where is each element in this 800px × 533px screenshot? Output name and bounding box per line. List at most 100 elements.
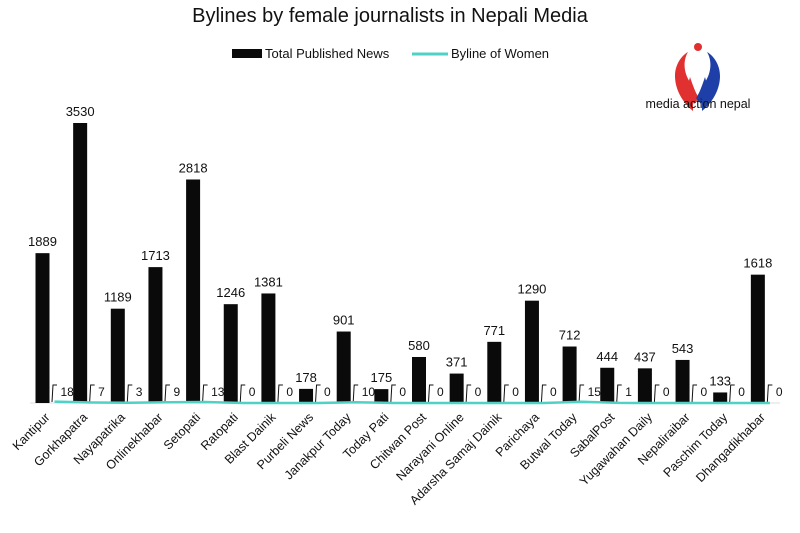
total-label-paschim-today: 133 — [709, 373, 731, 388]
bar-onlinekhabar — [148, 267, 163, 403]
category-label-dhangadikhabar: Dhangadikhabar — [693, 410, 768, 485]
bar-butwal-today — [562, 346, 577, 403]
category-label-paschim-today: Paschim Today — [661, 410, 731, 480]
total-label-blast-dainik: 1381 — [254, 274, 283, 289]
women-marker-yugawahan-daily — [653, 384, 660, 403]
bar-parichaya — [524, 300, 539, 403]
women-line — [54, 400, 770, 405]
logo-dot-icon — [694, 43, 702, 51]
women-label-setopati: 13 — [211, 385, 225, 399]
women-label-nayapatrika: 3 — [136, 385, 143, 399]
women-label-paschim-today: 0 — [738, 385, 745, 399]
women-label-yugawahan-daily: 0 — [663, 385, 670, 399]
bar-ratopati — [223, 304, 238, 403]
women-marker-ratopati — [239, 384, 246, 403]
women-label-narayani-online: 0 — [475, 385, 482, 399]
total-label-ratopati: 1246 — [216, 285, 245, 300]
women-marker-parichaya — [540, 384, 547, 403]
total-label-kantipur: 1889 — [28, 234, 57, 249]
bar-today-pati — [374, 389, 389, 403]
blue-hand-icon — [702, 52, 720, 111]
media-action-nepal-logo: media action nepal — [646, 43, 751, 111]
bars-layer — [35, 123, 765, 403]
chart-title: Bylines by female journalists in Nepali … — [192, 5, 589, 27]
bar-sabalpost — [600, 367, 615, 403]
total-label-yugawahan-daily: 437 — [634, 349, 656, 364]
women-marker-sabalpost — [616, 384, 622, 403]
women-marker-setopati — [202, 384, 208, 403]
women-marker-blast-dainik — [277, 384, 283, 403]
bar-yugawahan-daily — [637, 368, 652, 403]
women-marker-dhangadikhabar — [766, 384, 773, 403]
labels-layer: 188918Kantipur35307Gorkhapatra11893Nayap… — [10, 104, 783, 508]
total-label-sabalpost: 444 — [596, 349, 618, 364]
women-label-janakpur-today: 10 — [362, 385, 376, 399]
total-label-onlinekhabar: 1713 — [141, 248, 170, 263]
total-label-gorkhapatra: 3530 — [66, 104, 95, 119]
women-marker-nayapatrika — [126, 384, 133, 403]
bar-narayani-online — [449, 373, 464, 403]
women-label-nepaliraibar: 0 — [701, 385, 708, 399]
logo-text: media action nepal — [646, 97, 751, 111]
total-label-nayapatrika: 1189 — [104, 290, 132, 305]
legend-label-total: Total Published News — [265, 46, 390, 61]
women-label-adarsha-samaj-dainik: 0 — [512, 385, 519, 399]
red-hand-icon — [675, 52, 693, 111]
women-label-chitwan-post: 0 — [437, 385, 444, 399]
total-label-parichaya: 1290 — [517, 282, 546, 297]
total-label-setopati: 2818 — [179, 160, 208, 175]
women-marker-purbeli-news — [315, 384, 321, 403]
bar-janakpur-today — [336, 331, 351, 403]
bar-kantipur — [35, 253, 50, 403]
total-label-dhangadikhabar: 1618 — [743, 256, 772, 271]
red-hand-inner-icon — [688, 77, 699, 104]
blue-hand-inner-icon — [696, 77, 707, 104]
women-label-dhangadikhabar: 0 — [776, 385, 783, 399]
women-marker-chitwan-post — [428, 384, 434, 403]
total-label-today-pati: 175 — [370, 370, 392, 385]
women-label-butwal-today: 15 — [588, 385, 602, 399]
total-label-purbeli-news: 178 — [295, 370, 317, 385]
total-label-janakpur-today: 901 — [333, 313, 355, 328]
women-marker-narayani-online — [465, 384, 472, 403]
women-marker-today-pati — [390, 384, 396, 403]
women-label-parichaya: 0 — [550, 385, 557, 399]
women-label-ratopati: 0 — [249, 385, 256, 399]
bar-dhangadikhabar — [750, 274, 765, 403]
women-marker-kantipur — [51, 384, 57, 403]
total-label-nepaliraibar: 543 — [672, 341, 694, 356]
category-label-narayani-online: Narayani Online — [393, 410, 466, 483]
total-label-adarsha-samaj-dainik: 771 — [483, 323, 505, 338]
bar-chitwan-post — [412, 356, 426, 403]
women-marker-paschim-today — [729, 384, 735, 403]
women-label-onlinekhabar: 9 — [173, 385, 180, 399]
bar-setopati — [186, 179, 201, 403]
bar-paschim-today — [713, 392, 728, 403]
women-label-purbeli-news: 0 — [324, 385, 331, 399]
bar-adarsha-samaj-dainik — [487, 341, 502, 403]
women-marker-onlinekhabar — [164, 384, 170, 403]
women-marker-gorkhapatra — [89, 384, 95, 403]
women-marker-adarsha-samaj-dainik — [503, 384, 509, 403]
total-label-narayani-online: 371 — [446, 355, 468, 370]
bar-nepaliraibar — [675, 359, 690, 403]
women-label-gorkhapatra: 7 — [98, 385, 105, 399]
legend-label-women: Byline of Women — [451, 46, 549, 61]
bar-gorkhapatra — [73, 123, 88, 403]
women-marker-nepaliraibar — [691, 384, 698, 403]
women-layer — [51, 384, 773, 405]
women-marker-janakpur-today — [352, 384, 359, 403]
women-label-sabalpost: 1 — [625, 385, 632, 399]
women-label-today-pati: 0 — [399, 385, 406, 399]
bar-nayapatrika — [110, 308, 125, 403]
bar-blast-dainik — [261, 293, 276, 403]
legend-swatch-total — [232, 49, 262, 58]
category-label-janakpur-today: Janakpur Today — [282, 410, 355, 483]
women-marker-butwal-today — [578, 384, 585, 403]
total-label-chitwan-post: 580 — [408, 338, 430, 353]
women-label-blast-dainik: 0 — [286, 385, 293, 399]
bar-purbeli-news — [299, 388, 314, 403]
legend: Total Published News Byline of Women — [232, 46, 549, 61]
total-label-butwal-today: 712 — [559, 328, 581, 343]
